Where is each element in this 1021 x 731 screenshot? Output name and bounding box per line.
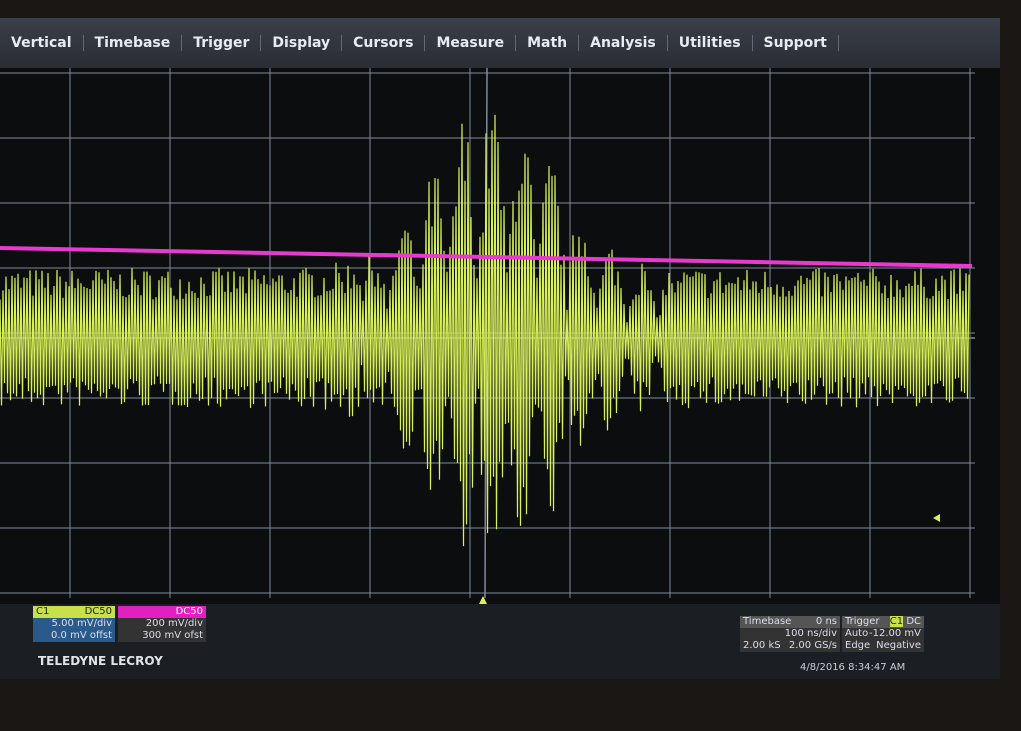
channel-2-box[interactable]: DC50 200 mV/div 300 mV ofst: [118, 606, 206, 642]
samples: 2.00 kS: [743, 640, 781, 652]
slope: Negative: [876, 640, 921, 652]
coupling: DC50: [176, 606, 203, 618]
menu-item[interactable]: Math: [516, 35, 579, 51]
status-bar: C1 DC50 5.00 mV/div 0.0 mV offst DC50 200…: [0, 604, 1000, 679]
brand: TELEDYNE LECROY: [38, 654, 163, 668]
coupling: DC: [906, 616, 921, 627]
coupling: DC50: [85, 606, 112, 618]
channel-name: C1: [36, 606, 49, 618]
mode: Auto: [845, 628, 868, 640]
scale: 100 ns/div: [740, 628, 840, 640]
offset: 0.0 mV offst: [33, 630, 115, 642]
trigger-box[interactable]: Trigger C1 DC Auto-12.00 mV Edge Negative: [842, 616, 924, 652]
source: C1: [890, 616, 903, 627]
title: Trigger: [845, 616, 880, 628]
delay: 0 ns: [816, 616, 837, 628]
menu-item[interactable]: Utilities: [668, 35, 753, 51]
menu-item[interactable]: Support: [753, 35, 839, 51]
timebase-box[interactable]: Timebase 0 ns 100 ns/div 2.00 kS 2.00 GS/s: [740, 616, 840, 652]
menu-item[interactable]: Analysis: [579, 35, 668, 51]
timestamp: 4/8/2016 8:34:47 AM: [800, 662, 905, 673]
screen: VerticalTimebaseTriggerDisplayCursorsMea…: [0, 0, 1021, 731]
menu-item[interactable]: Vertical: [0, 35, 84, 51]
menu-item[interactable]: Cursors: [342, 35, 425, 51]
rate: 2.00 GS/s: [789, 640, 837, 652]
title: Timebase: [743, 616, 791, 628]
channel-1-box[interactable]: C1 DC50 5.00 mV/div 0.0 mV offst: [33, 606, 115, 642]
menu-item[interactable]: Display: [261, 35, 342, 51]
menu-item[interactable]: Timebase: [84, 35, 183, 51]
type: Edge: [845, 640, 870, 652]
scale: 5.00 mV/div: [33, 618, 115, 630]
scale: 200 mV/div: [118, 618, 206, 630]
menu-item[interactable]: Measure: [425, 35, 516, 51]
offset: 300 mV ofst: [118, 630, 206, 642]
scope-display: [0, 68, 1000, 608]
level: -12.00 mV: [869, 628, 921, 640]
menu-item[interactable]: Trigger: [182, 35, 261, 51]
